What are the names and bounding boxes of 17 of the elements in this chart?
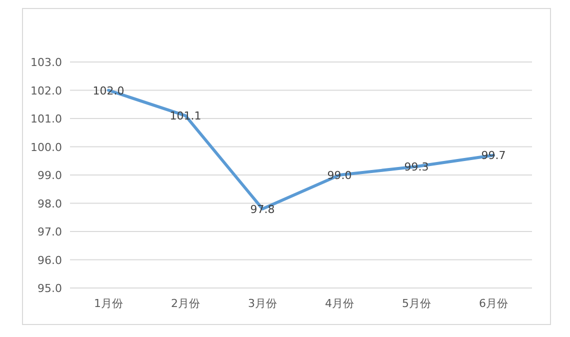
y-tick-label: 103.0 (30, 56, 62, 69)
y-tick-label: 99.0 (38, 169, 62, 182)
x-tick-label: 4月份 (325, 297, 354, 310)
x-tick-label: 2月份 (171, 297, 200, 310)
y-tick-label: 98.0 (38, 197, 62, 210)
y-tick-label: 97.0 (38, 226, 62, 238)
y-tick-label: 102.0 (30, 84, 62, 98)
y-tick-label: 100.0 (30, 140, 62, 154)
x-tick-label: 5月份 (402, 297, 431, 310)
x-tick-label: 6月份 (479, 297, 508, 310)
y-tick-label: 101.0 (30, 112, 62, 126)
data-label: 97.8 (250, 202, 275, 216)
x-tick-label: 1月份 (94, 297, 123, 310)
y-tick-label: 95.0 (38, 282, 62, 295)
data-label: 99.7 (481, 149, 506, 162)
x-tick-label: 3月份 (248, 297, 277, 310)
y-tick-label: 96.0 (38, 254, 62, 267)
